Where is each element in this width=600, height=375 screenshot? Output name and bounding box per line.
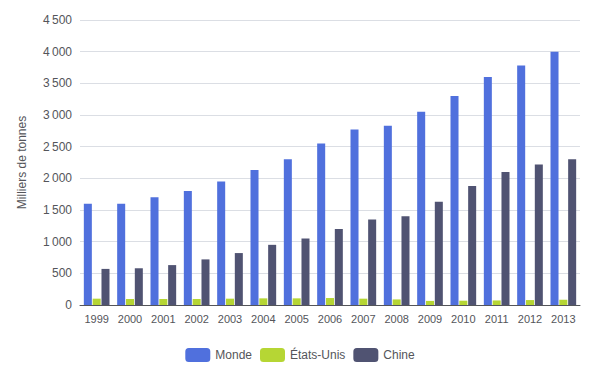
svg-text:2004: 2004: [251, 313, 275, 325]
svg-text:2009: 2009: [418, 313, 442, 325]
svg-text:3 000: 3 000: [43, 108, 72, 122]
svg-text:2006: 2006: [318, 313, 342, 325]
svg-text:1 000: 1 000: [43, 235, 72, 249]
svg-text:2001: 2001: [151, 313, 175, 325]
svg-text:2008: 2008: [384, 313, 408, 325]
svg-text:4 500: 4 500: [43, 13, 72, 27]
svg-text:500: 500: [52, 266, 72, 280]
svg-text:4 000: 4 000: [43, 45, 72, 59]
svg-text:1999: 1999: [84, 313, 108, 325]
svg-text:1 500: 1 500: [43, 203, 72, 217]
svg-text:Chine: Chine: [383, 348, 415, 362]
svg-text:2 000: 2 000: [43, 171, 72, 185]
svg-text:2005: 2005: [284, 313, 308, 325]
svg-text:2013: 2013: [551, 313, 575, 325]
svg-text:2012: 2012: [518, 313, 542, 325]
svg-text:États-Unis: États-Unis: [290, 347, 345, 362]
svg-text:2003: 2003: [218, 313, 242, 325]
svg-text:2002: 2002: [184, 313, 208, 325]
svg-text:2000: 2000: [118, 313, 142, 325]
svg-text:Monde: Monde: [215, 348, 252, 362]
svg-text:0: 0: [65, 298, 72, 312]
svg-text:2007: 2007: [351, 313, 375, 325]
svg-text:2010: 2010: [451, 313, 475, 325]
svg-text:3 500: 3 500: [43, 76, 72, 90]
svg-text:Milliers de tonnes: Milliers de tonnes: [15, 116, 29, 209]
svg-text:2 500: 2 500: [43, 140, 72, 154]
svg-text:2011: 2011: [485, 313, 509, 325]
